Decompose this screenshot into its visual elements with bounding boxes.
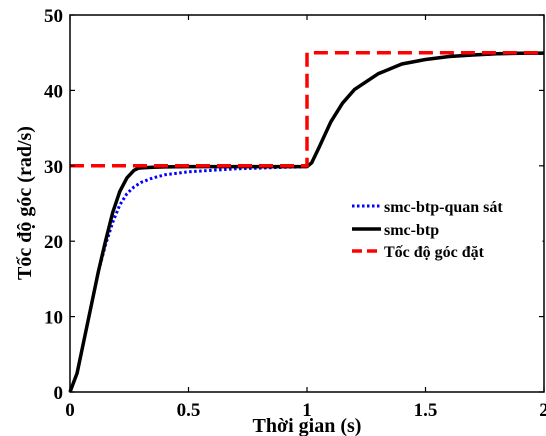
x-tick-label: 0.5	[177, 400, 201, 421]
y-tick-label: 50	[44, 6, 63, 27]
series-layer	[68, 50, 545, 393]
y-tick-label: 10	[44, 308, 63, 329]
x-tick-label: 0	[65, 400, 75, 421]
legend-label-setpoint: Tốc độ góc đặt	[384, 244, 485, 261]
y-tick-label: 0	[54, 383, 64, 404]
legend: smc-btp-quan sát smc-btp Tốc độ góc đặt	[343, 190, 543, 265]
y-axis-label: Tốc độ góc (rad/s)	[14, 126, 36, 280]
y-tick-label: 20	[44, 232, 63, 253]
y-tick-label: 30	[44, 157, 63, 178]
y-tick-label: 40	[44, 81, 63, 102]
x-axis-label: Thời gian (s)	[253, 415, 362, 436]
legend-label-observer: smc-btp-quan sát	[384, 199, 503, 216]
x-tick-label: 2	[539, 400, 546, 421]
series-line-2	[70, 50, 544, 168]
x-tick-label: 1	[302, 400, 312, 421]
x-tick-label: 1.5	[414, 400, 438, 421]
legend-label-smc-btp: smc-btp	[384, 222, 439, 239]
